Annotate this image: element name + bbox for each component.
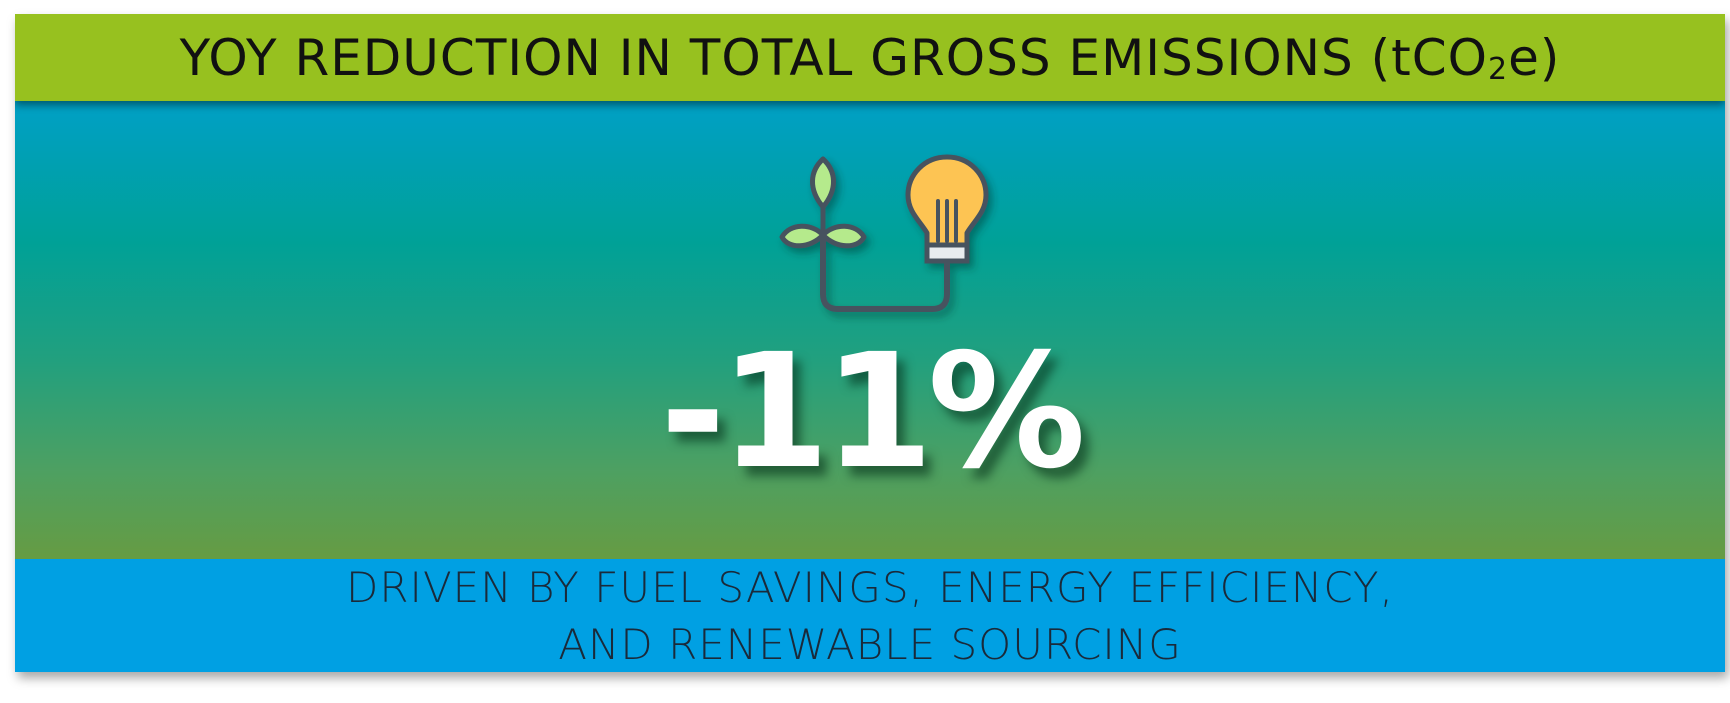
header-title-end: e)	[1508, 28, 1561, 87]
metric-panel: -11%	[15, 101, 1725, 573]
header-bar: YOY REDUCTION IN TOTAL GROSS EMISSIONS (…	[15, 14, 1725, 101]
footer-bar: DRIVEN BY FUEL SAVINGS, ENERGY EFFICIENC…	[15, 559, 1725, 672]
reduction-percentage: -11%	[660, 320, 1086, 504]
header-title-subscript: 2	[1488, 51, 1509, 87]
plant-lightbulb-icon	[760, 149, 1000, 329]
header-title-main: YOY REDUCTION IN TOTAL GROSS EMISSIONS (…	[179, 28, 1488, 87]
emissions-card: YOY REDUCTION IN TOTAL GROSS EMISSIONS (…	[15, 14, 1725, 672]
footer-line-2: AND RENEWABLE SOURCING	[558, 619, 1182, 669]
header-title: YOY REDUCTION IN TOTAL GROSS EMISSIONS (…	[180, 29, 1561, 87]
footer-line-1: DRIVEN BY FUEL SAVINGS, ENERGY EFFICIENC…	[346, 562, 1394, 612]
